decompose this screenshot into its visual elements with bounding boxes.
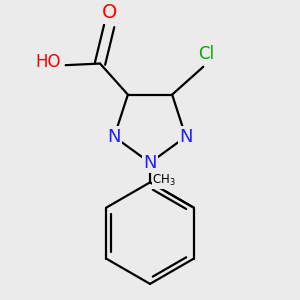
Text: N: N (107, 128, 121, 146)
Text: N: N (179, 128, 193, 146)
Text: O: O (101, 3, 117, 22)
Text: N: N (143, 154, 157, 172)
Text: Cl: Cl (198, 45, 214, 63)
Text: CH$_3$: CH$_3$ (152, 173, 176, 188)
Text: HO: HO (35, 53, 61, 71)
